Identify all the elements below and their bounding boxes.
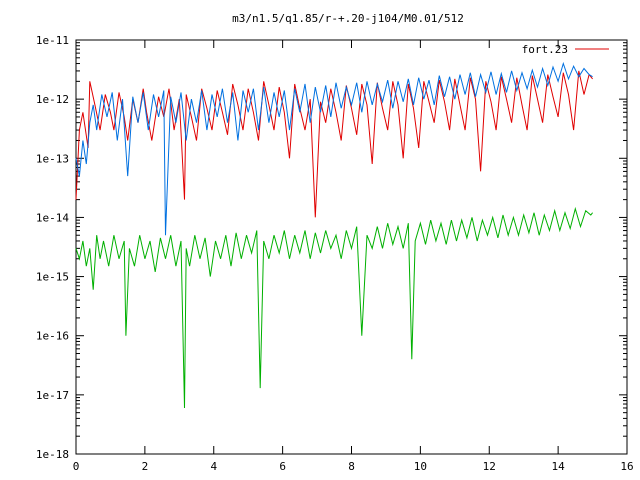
x-tick-label: 10: [414, 460, 427, 473]
y-tick-label: 1e-16: [36, 330, 69, 343]
x-tick-label: 4: [210, 460, 217, 473]
y-axis: 1e-18 1e-17 1e-16 1e-15 1e-14 1e-13 1e-12 1e-11: [36, 34, 627, 461]
x-tick-label: 6: [279, 460, 286, 473]
x-tick-label: 16: [620, 460, 633, 473]
legend-label: fort.23: [522, 43, 568, 56]
y-tick-label: 1e-13: [36, 152, 69, 165]
x-tick-label: 12: [483, 460, 496, 473]
y-tick-label: 1e-18: [36, 448, 69, 461]
y-tick-label: 1e-11: [36, 34, 69, 47]
x-axis: 0 2 4 6 8 10 12 14 16: [73, 40, 634, 473]
legend: fort.23: [522, 43, 609, 56]
x-tick-label: 14: [552, 460, 566, 473]
series-line-1: [75, 70, 593, 218]
chart-title: m3/n1.5/q1.85/r-+.20-j104/M0.01/512: [232, 12, 464, 25]
y-tick-label: 1e-12: [36, 93, 69, 106]
series-line-2: [75, 61, 593, 236]
y-tick-label: 1e-17: [36, 389, 69, 402]
x-tick-label: 8: [348, 460, 355, 473]
x-tick-label: 2: [142, 460, 149, 473]
series-layer: [75, 61, 593, 409]
x-tick-label: 0: [73, 460, 80, 473]
y-tick-label: 1e-14: [36, 211, 69, 224]
series-line-3: [75, 206, 593, 409]
y-tick-label: 1e-15: [36, 271, 69, 284]
